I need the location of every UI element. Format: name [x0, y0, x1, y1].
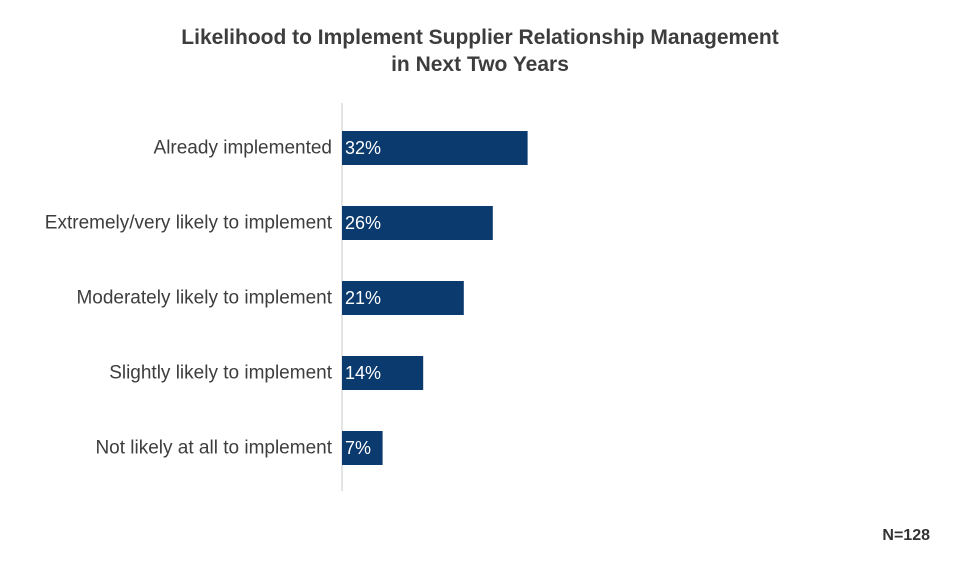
sample-size-note: N=128 [882, 527, 930, 544]
chart-title-line-1: Likelihood to Implement Supplier Relatio… [181, 26, 779, 49]
bar-value-label: 26% [345, 213, 381, 233]
category-label: Extremely/very likely to implement [45, 213, 333, 234]
bar [342, 356, 424, 390]
bar [342, 206, 493, 240]
category-label: Moderately likely to implement [76, 288, 332, 309]
bar [342, 131, 528, 165]
chart-title: Likelihood to Implement Supplier Relatio… [0, 24, 960, 78]
category-label: Not likely at all to implement [95, 438, 332, 459]
bar-value-label: 32% [345, 138, 381, 158]
bar [342, 431, 383, 465]
chart-title-line-2: in Next Two Years [391, 53, 569, 76]
bar [342, 281, 464, 315]
bar-value-label: 14% [345, 363, 381, 383]
bar-value-label: 21% [345, 288, 381, 308]
category-label: Slightly likely to implement [109, 363, 333, 384]
category-label: Already implemented [154, 138, 332, 159]
bar-value-label: 7% [345, 438, 371, 458]
